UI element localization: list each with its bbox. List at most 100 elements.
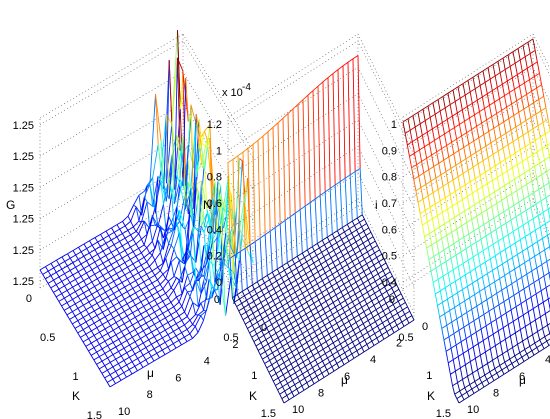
mesh-line [341,276,347,281]
mesh-line [433,252,440,257]
mesh-line [115,358,119,364]
mesh-line [417,134,423,139]
mesh-line [435,177,439,190]
mesh-line [467,192,473,197]
mesh-line [540,110,544,123]
mesh-line [265,336,272,340]
mesh-line [77,259,82,265]
mesh-line [99,304,106,309]
mesh-line [190,200,194,234]
mesh-line [116,236,120,242]
mesh-line [335,343,341,348]
mesh-line [265,299,269,304]
mesh-line [116,261,120,267]
mesh-line [85,333,89,339]
mesh-line [519,146,526,151]
mesh-line [542,238,546,250]
mesh-line [343,283,347,289]
mesh-line [113,268,117,274]
mesh-line [533,102,537,115]
mesh-line [534,252,540,257]
mesh-line [491,292,498,297]
mesh-line [537,301,544,306]
mesh-line [356,347,363,352]
mesh-line [484,108,488,121]
z-multiplier-label: x 10 [222,87,243,99]
mesh-line [398,289,402,294]
mesh-line [216,271,221,290]
mesh-line [211,289,216,298]
mesh-line [280,326,287,331]
mesh-line [485,142,492,147]
mesh-line [490,142,494,155]
mesh-line [88,347,95,352]
mesh-line [184,159,189,210]
mesh-line [310,347,317,352]
mesh-line [308,302,315,307]
mesh-line [541,171,547,176]
mesh-line [422,195,429,200]
mesh-line [404,133,408,145]
mesh-line [427,128,433,133]
mesh-line [100,255,106,260]
mesh-line [429,203,436,208]
mesh-line [149,93,156,183]
mesh-line [304,325,308,331]
mesh-line [360,238,364,244]
mesh-line [481,119,487,124]
mesh-line [105,230,110,236]
mesh-line [156,328,161,334]
mesh-line [137,305,144,310]
mesh-line [374,240,378,246]
mesh-line [381,290,388,295]
mesh-line [171,135,178,156]
mesh-line [151,279,158,284]
mesh-line [250,305,257,310]
mesh-line [544,249,548,262]
mesh-line [381,331,388,336]
mesh-line [539,249,545,254]
mesh-line [542,302,546,314]
mesh-line [140,326,144,332]
mesh-line [439,110,443,123]
mesh-line [179,150,184,154]
mesh-line [142,363,149,368]
mesh-line [494,368,498,374]
mesh-line [336,242,340,248]
mesh-line [149,177,154,184]
mesh-line [329,321,333,327]
mesh-line [350,281,357,286]
mesh-line [389,271,393,277]
mesh-line [143,306,147,312]
mesh-line [495,139,499,152]
mesh-line [385,271,391,276]
mesh-line [474,111,480,116]
mesh-line [295,320,299,326]
mesh-line [129,365,136,370]
mesh-line [318,299,322,305]
mesh-line [439,313,445,318]
mesh-line [102,287,106,293]
mesh-line [177,30,181,110]
mesh-line [364,287,368,293]
mesh-line [439,200,443,213]
mesh-line [217,184,222,224]
mesh-line [64,270,71,275]
mesh-line [524,79,530,84]
mesh-line [407,306,411,312]
mesh-line [422,109,426,121]
mesh-line [275,333,279,338]
mesh-line [149,252,153,256]
mesh-line [176,136,184,176]
mesh-line [143,266,150,271]
mesh-line [283,399,290,404]
mesh-line [442,118,448,123]
mesh-line [247,284,253,289]
mesh-line [292,376,298,381]
mesh-line [525,300,529,312]
mesh-line [276,321,280,326]
mesh-line [451,321,455,334]
mesh-line [94,258,101,263]
mesh-line [266,364,273,369]
mesh-line [131,358,138,363]
